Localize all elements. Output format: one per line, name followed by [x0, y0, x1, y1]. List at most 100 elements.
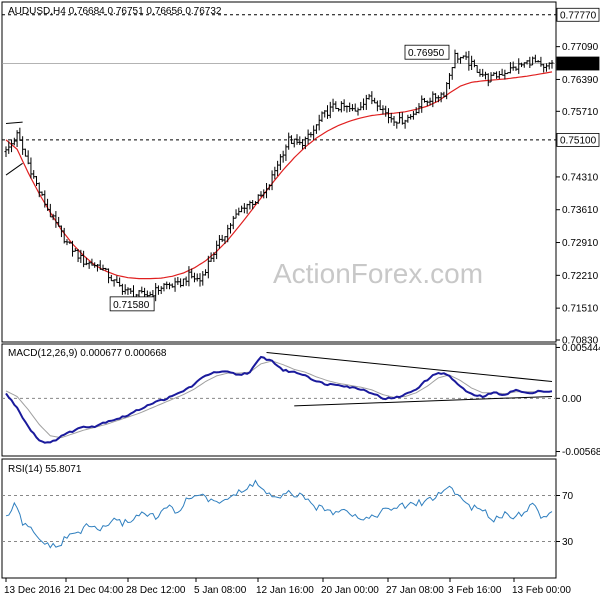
price-bar [470, 55, 474, 71]
price-bar [228, 223, 232, 234]
time-axis: 13 Dec 2016 21 Dec 04:00 28 Dec 12:00 5 Jan… [4, 578, 571, 596]
price-bar [550, 59, 554, 69]
price-bar [506, 72, 510, 75]
price-bar [331, 98, 335, 112]
price-bar [525, 60, 529, 65]
price-bar [7, 141, 11, 154]
price-bar [82, 250, 86, 268]
price-bar [29, 157, 33, 179]
y-tick-label: 0.72910 [562, 238, 599, 249]
price-bar [187, 266, 191, 287]
price-bar [461, 55, 465, 59]
price-bar [54, 211, 58, 228]
price-bar [262, 189, 266, 199]
y-tick-label: 0.77090 [562, 42, 599, 53]
price-bar [87, 261, 91, 269]
price-bar [439, 92, 443, 103]
price-bar [378, 100, 382, 111]
price-bar [450, 67, 454, 80]
price-bar [23, 148, 27, 157]
price-bar [93, 262, 97, 268]
price-bar [159, 286, 163, 295]
price-bar [273, 166, 277, 180]
price-bar [10, 139, 14, 153]
price-bar [384, 105, 388, 117]
price-bar [403, 119, 407, 129]
price-bar [162, 283, 166, 292]
price-bar [417, 103, 421, 114]
price-bar [342, 99, 346, 112]
x-tick-label: 13 Dec 2016 [4, 585, 61, 596]
price-tag-box [556, 7, 600, 22]
trendline [266, 352, 553, 383]
price-bar [73, 248, 77, 252]
price-bar [170, 283, 174, 288]
price-bar [528, 56, 532, 68]
price-bar [209, 252, 213, 262]
price-bar [312, 125, 316, 140]
price-bar [129, 288, 133, 294]
x-tick-label: 12 Jan 16:00 [256, 585, 314, 596]
price-bar [76, 249, 80, 263]
macd-header: MACD(12,26,9) 0.000677 0.000668 [8, 348, 167, 359]
price-bar [348, 102, 352, 112]
trendline [294, 395, 553, 407]
price-bar [326, 105, 330, 119]
price-bar [204, 269, 208, 276]
price-bar [497, 70, 501, 79]
price-bar [32, 170, 36, 179]
price-bar [154, 283, 158, 302]
price-bar [520, 62, 524, 68]
rsi-line [5, 479, 553, 549]
price-bar [71, 240, 75, 257]
price-bar [176, 277, 180, 285]
price-bar [339, 101, 343, 113]
price-bar [112, 279, 116, 287]
price-bar [240, 205, 244, 213]
price-bar [367, 93, 371, 100]
price-tag-label: 0.76732 [560, 59, 597, 70]
price-bar [26, 150, 30, 165]
price-bar [223, 236, 227, 245]
price-tag: 0.76732 [556, 56, 600, 71]
price-bar [533, 54, 537, 63]
price-bar [4, 146, 8, 157]
price-bar [359, 101, 363, 111]
price-bar [140, 286, 144, 294]
main-header: AUDUSD,H4 0.76684 0.76751 0.76656 0.7673… [8, 6, 222, 17]
price-bar [220, 234, 224, 242]
rsi-panel: 70 30 RSI(14) 55.8071 [1, 458, 574, 579]
price-bar [362, 98, 366, 111]
x-tick-label: 27 Jan 08:00 [386, 585, 444, 596]
y-tick-label: 0.005444 [562, 343, 600, 354]
price-tag-label: 0.75100 [560, 135, 597, 146]
price-bar [442, 91, 446, 98]
price-tag-box [556, 56, 600, 71]
price-bar [301, 139, 305, 150]
y-tick-label: 0.73610 [562, 205, 599, 216]
price-bar [483, 71, 487, 80]
price-bar [434, 93, 438, 103]
price-bar [406, 114, 410, 123]
price-bar [544, 63, 548, 72]
price-bar [57, 216, 61, 227]
price-bar [190, 268, 194, 279]
price-bar [350, 104, 354, 112]
price-bar [392, 115, 396, 127]
price-bar [123, 284, 127, 295]
price-tag: 0.77770 [556, 7, 600, 22]
price-bar [256, 194, 260, 205]
price-bar [314, 124, 318, 134]
price-bar [475, 65, 479, 73]
price-bar [511, 61, 515, 71]
price-bar [65, 239, 69, 246]
price-tag: 0.75100 [556, 132, 600, 147]
price-bar [278, 154, 282, 171]
annotation-label: 0.71580 [113, 300, 150, 311]
price-bar [370, 91, 374, 105]
price-bar [500, 68, 504, 76]
price-bar [373, 97, 377, 104]
annotation-label: 0.76950 [408, 48, 445, 59]
price-bar [436, 95, 440, 103]
price-bar [453, 49, 457, 69]
